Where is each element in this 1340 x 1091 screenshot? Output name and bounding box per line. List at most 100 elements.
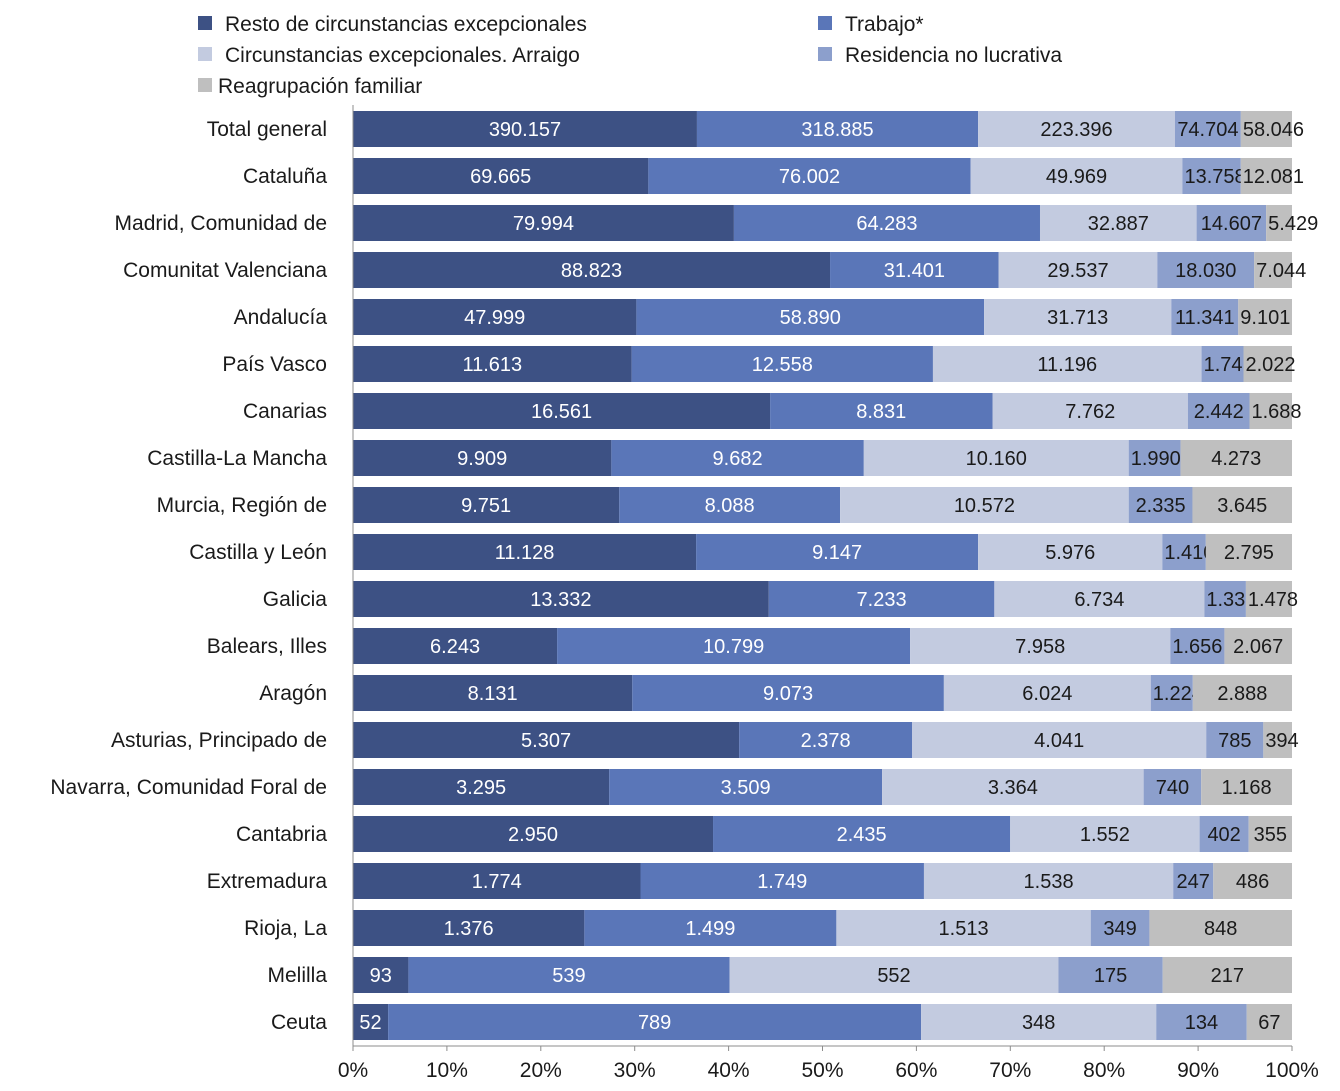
data-label: 9.751: [461, 495, 511, 517]
data-label: 1.749: [757, 871, 807, 893]
data-label: 2.067: [1233, 636, 1283, 658]
legend-swatch: [198, 47, 212, 61]
bar-segment: [1149, 910, 1292, 946]
data-label: 486: [1236, 871, 1269, 893]
data-label: 31.401: [884, 260, 945, 282]
bar-segment: [1205, 534, 1292, 570]
data-label: 5.976: [1045, 542, 1095, 564]
category-label: Navarra, Comunidad Foral de: [50, 776, 327, 799]
bar-segment: [640, 863, 924, 899]
bar-segment: [353, 675, 633, 711]
bar-segment: [1090, 910, 1150, 946]
data-label: 5.429: [1268, 213, 1318, 235]
category-label: Asturias, Principado de: [111, 729, 327, 752]
data-label: 1.376: [444, 918, 494, 940]
bar-segment: [353, 252, 831, 288]
category-label: País Vasco: [222, 353, 327, 376]
bar-segment: [882, 769, 1144, 805]
data-label: 247: [1177, 871, 1210, 893]
category-label: Galicia: [263, 588, 328, 611]
data-label: 67: [1258, 1012, 1280, 1034]
bar-segment: [388, 1004, 922, 1040]
data-label: 848: [1204, 918, 1237, 940]
data-label: 3.509: [721, 777, 771, 799]
bar-segment: [353, 534, 697, 570]
data-label: 11.128: [495, 542, 555, 564]
bar-segment: [353, 205, 734, 241]
data-label: 539: [552, 965, 585, 987]
data-label: 8.131: [468, 683, 518, 705]
x-tick-label: 30%: [614, 1059, 656, 1082]
bar-segment: [1263, 722, 1292, 758]
bar-row: 88.823 31.401 29.537 18.030 7.044: [353, 252, 1306, 288]
data-label: 4.273: [1211, 448, 1261, 470]
category-label: Rioja, La: [244, 917, 327, 940]
data-label: 1.499: [685, 918, 735, 940]
data-label: 93: [370, 965, 392, 987]
data-label: 7.233: [857, 589, 907, 611]
bar-segment: [353, 299, 637, 335]
data-label: 217: [1211, 965, 1244, 987]
legend-label: Circunstancias excepcionales. Arraigo: [225, 44, 580, 67]
bar-segment: [1150, 675, 1193, 711]
x-tick-label: 90%: [1177, 1059, 1219, 1082]
bar-segment: [1162, 534, 1206, 570]
data-label: 1.410: [1164, 542, 1214, 564]
category-label: Ceuta: [271, 1011, 327, 1034]
bar-segment: [619, 487, 841, 523]
bar-segment: [584, 910, 837, 946]
category-label: Canarias: [243, 400, 327, 423]
data-label: 18.030: [1175, 260, 1236, 282]
bar-segment: [1201, 769, 1292, 805]
data-label: 58.890: [780, 307, 841, 329]
bar-segment: [1224, 628, 1292, 664]
data-label: 4.041: [1034, 730, 1084, 752]
bar-segment: [408, 957, 730, 993]
legend-swatch: [198, 16, 212, 30]
data-label: 318.885: [801, 119, 873, 141]
bar-segment: [696, 111, 979, 147]
data-label: 52: [359, 1012, 381, 1034]
category-label: Murcia, Región de: [157, 494, 327, 517]
x-tick-label: 50%: [801, 1059, 843, 1082]
bar-segment: [840, 487, 1129, 523]
data-label: 11.196: [1037, 354, 1097, 376]
bar-segment: [636, 299, 985, 335]
data-label: 6.734: [1074, 589, 1124, 611]
bar-segment: [998, 252, 1158, 288]
category-label: Melilla: [267, 964, 327, 987]
bar-segment: [733, 205, 1040, 241]
data-label: 1.538: [1024, 871, 1074, 893]
data-label: 2.335: [1136, 495, 1186, 517]
bar-segment: [984, 299, 1172, 335]
data-label: 349: [1103, 918, 1136, 940]
data-label: 2.022: [1245, 354, 1295, 376]
bar-row: 79.994 64.283 32.887 14.607 5.429: [353, 205, 1318, 241]
data-label: 1.552: [1080, 824, 1130, 846]
data-label: 76.002: [779, 166, 840, 188]
data-label: 64.283: [856, 213, 917, 235]
bar-segment: [994, 581, 1205, 617]
bar-segment: [1246, 1004, 1292, 1040]
data-label: 74.704: [1177, 119, 1238, 141]
bar-segment: [557, 628, 911, 664]
bar-segment: [1238, 299, 1292, 335]
bar-row: 3.295 3.509 3.364 740 1.168: [353, 769, 1292, 805]
category-label: Comunitat Valenciana: [123, 259, 327, 282]
data-label: 1.478: [1248, 589, 1298, 611]
x-tick-label: 100%: [1265, 1059, 1319, 1082]
bar-segment: [1170, 628, 1225, 664]
x-tick-label: 10%: [426, 1059, 468, 1082]
bar-segment: [910, 628, 1171, 664]
bar-segment: [739, 722, 913, 758]
data-label: 2.442: [1194, 401, 1244, 423]
bar-segment: [1199, 816, 1249, 852]
x-tick-label: 80%: [1083, 1059, 1125, 1082]
data-label: 16.561: [531, 401, 592, 423]
data-label: 2.888: [1217, 683, 1267, 705]
data-label: 1.774: [472, 871, 522, 893]
bar-segment: [1173, 863, 1214, 899]
category-label: Total general: [207, 118, 327, 141]
